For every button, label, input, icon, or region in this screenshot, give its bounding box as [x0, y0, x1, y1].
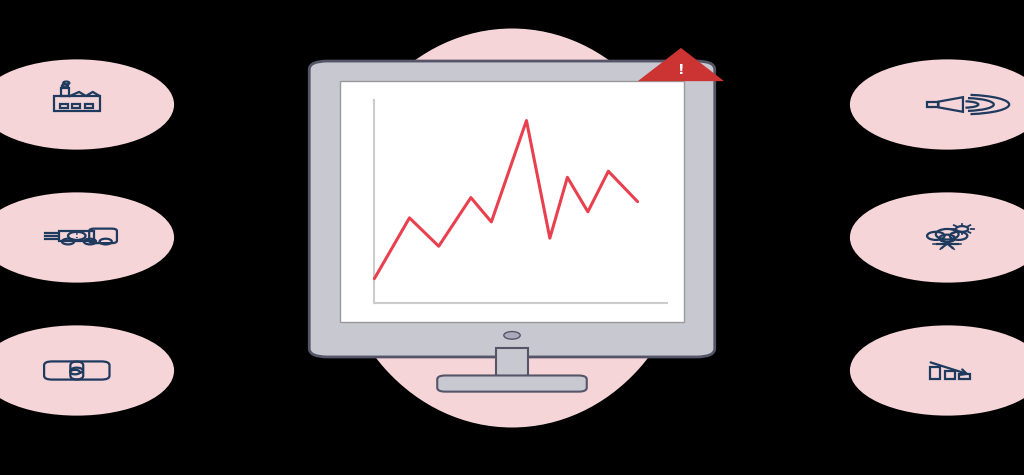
FancyBboxPatch shape: [496, 349, 528, 379]
Circle shape: [850, 59, 1024, 150]
FancyBboxPatch shape: [437, 375, 587, 391]
Circle shape: [71, 370, 80, 374]
Circle shape: [504, 332, 520, 339]
Text: !: !: [678, 63, 684, 77]
Text: !: !: [75, 231, 79, 240]
Circle shape: [850, 325, 1024, 416]
Circle shape: [71, 368, 83, 373]
FancyBboxPatch shape: [309, 61, 715, 357]
Polygon shape: [638, 48, 724, 81]
Circle shape: [0, 192, 174, 283]
FancyBboxPatch shape: [340, 81, 684, 322]
Ellipse shape: [333, 28, 691, 428]
Circle shape: [850, 192, 1024, 283]
Circle shape: [0, 325, 174, 416]
Circle shape: [0, 59, 174, 150]
